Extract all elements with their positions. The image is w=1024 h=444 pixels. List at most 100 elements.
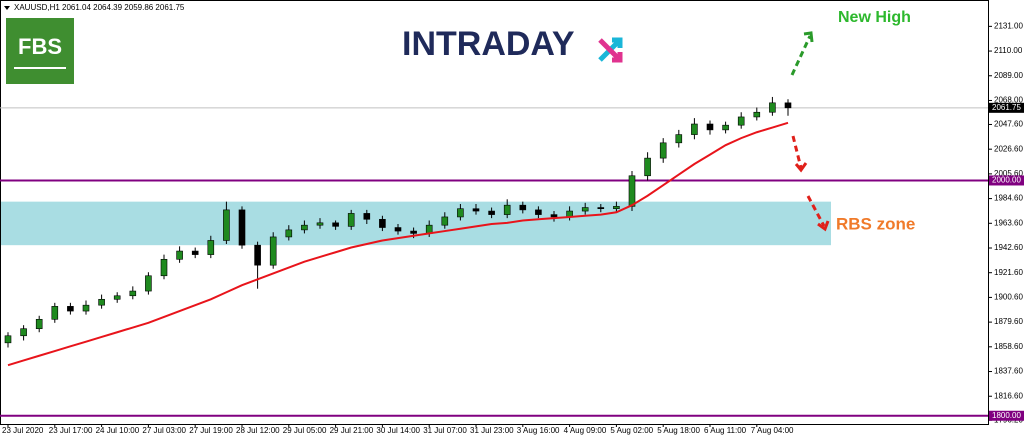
candle-body: [332, 222, 339, 227]
candle-body: [691, 123, 698, 135]
x-tick-label: 28 Jul 12:00: [236, 426, 280, 435]
level-label-box: [989, 175, 1024, 186]
candle-body: [145, 275, 152, 292]
x-tick-label: 5 Aug 02:00: [610, 426, 653, 435]
new-high-label: New High: [838, 9, 911, 26]
candle-body: [67, 306, 74, 312]
price-label-box: [989, 102, 1024, 113]
x-tick-label: 27 Jul 19:00: [189, 426, 233, 435]
up-arrow-head: [803, 31, 814, 43]
x-tick-label: 23 Jul 2020: [2, 426, 44, 435]
candle-body: [769, 102, 776, 113]
logo-underline: [14, 67, 66, 69]
candle-body: [675, 134, 683, 144]
banner-box: [398, 25, 628, 65]
x-tick-label: 29 Jul 05:00: [283, 426, 327, 435]
y-tick-label: 1963.60: [994, 218, 1023, 227]
header-icon: [4, 6, 10, 10]
candle-body: [191, 250, 199, 255]
candle-body: [597, 207, 605, 210]
candle-body: [269, 236, 277, 266]
candle-body: [472, 208, 480, 212]
candle-body: [4, 335, 12, 344]
zone-label: RBS zone: [836, 214, 915, 233]
candle-body: [20, 328, 27, 337]
candle-body: [457, 208, 464, 218]
candle-body: [550, 214, 558, 218]
candle-body: [379, 218, 386, 228]
logo-text: FBS: [18, 34, 62, 59]
candle-body: [441, 216, 449, 226]
candle-body: [394, 227, 402, 232]
candle-body: [254, 244, 261, 266]
marks-layer: [4, 96, 792, 367]
banner-arrow-down: [598, 38, 623, 63]
y-tick-label: 1879.60: [994, 317, 1023, 326]
candle-body: [722, 124, 729, 131]
y-tick-label: 2131.00: [994, 21, 1023, 30]
candle-body: [644, 157, 651, 177]
candle-body: [207, 240, 215, 255]
candle-body: [113, 295, 121, 300]
down-arrows: [791, 135, 826, 227]
y-tick-label: 2026.60: [994, 144, 1023, 153]
y-tick-label: 1858.60: [994, 342, 1023, 351]
background-layer: [0, 107, 988, 417]
candle-body: [51, 306, 59, 320]
candle-body: [223, 209, 230, 241]
x-tick-label: 23 Jul 17:00: [49, 426, 93, 435]
candle-body: [98, 298, 105, 306]
y-tick-label: 2110.00: [994, 46, 1023, 55]
y-tick-label: 1900.60: [994, 293, 1023, 302]
x-tick-label: 27 Jul 03:00: [142, 426, 186, 435]
x-tick-label: 31 Jul 07:00: [423, 426, 467, 435]
candle-body: [519, 204, 527, 211]
candle-body: [737, 116, 745, 126]
candle-body: [784, 102, 792, 109]
candle-body: [285, 229, 293, 238]
y-tick-label: 2089.00: [994, 71, 1023, 80]
candle-body: [581, 207, 589, 212]
candle-body: [35, 318, 43, 330]
level-label: 2000.00: [992, 176, 1021, 185]
candle-body: [347, 213, 355, 227]
candle-body: [706, 123, 714, 131]
x-tick-label: 6 Aug 11:00: [704, 426, 747, 435]
x-tick-label: 7 Aug 04:00: [751, 426, 794, 435]
y-tick-label: 1942.60: [994, 243, 1023, 252]
candle-body: [410, 230, 417, 234]
level-label-box: [989, 410, 1024, 421]
candle-body: [753, 111, 761, 118]
candle-body: [628, 175, 636, 207]
up-arrow: [790, 35, 812, 76]
x-tick-label: 31 Jul 23:00: [470, 426, 514, 435]
x-tick-label: 4 Aug 09:00: [564, 426, 607, 435]
logo-box: [6, 18, 74, 84]
candle-body: [301, 224, 308, 231]
y-tick-label: 2068.00: [994, 96, 1023, 105]
x-tick-label: 5 Aug 18:00: [657, 426, 700, 435]
candle-body: [316, 222, 324, 226]
x-tick-label: 24 Jul 10:00: [96, 426, 140, 435]
price-label: 2061.75: [992, 103, 1021, 112]
candle-body: [82, 304, 90, 312]
candle-body: [535, 209, 542, 215]
candle-body: [503, 204, 511, 215]
y-tick-label: 1837.60: [994, 367, 1023, 376]
candle-body: [659, 142, 667, 159]
x-tick-label: 3 Aug 16:00: [517, 426, 560, 435]
x-tick-label: 29 Jul 21:00: [330, 426, 374, 435]
y-tick-label: 1984.60: [994, 194, 1023, 203]
level-label: 1800.00: [992, 411, 1021, 420]
x-tick-label: 30 Jul 14:00: [376, 426, 420, 435]
candle-body: [613, 206, 620, 210]
y-tick-label: 1816.60: [994, 391, 1023, 400]
candle-body: [488, 210, 495, 215]
symbol-header: XAUUSD,H1 2061.04 2064.39 2059.86 2061.7…: [14, 3, 185, 12]
candle-body: [129, 290, 137, 297]
y-tick-label: 1921.60: [994, 268, 1023, 277]
down-arrow-heads: [794, 162, 830, 232]
candle-body: [238, 209, 246, 246]
